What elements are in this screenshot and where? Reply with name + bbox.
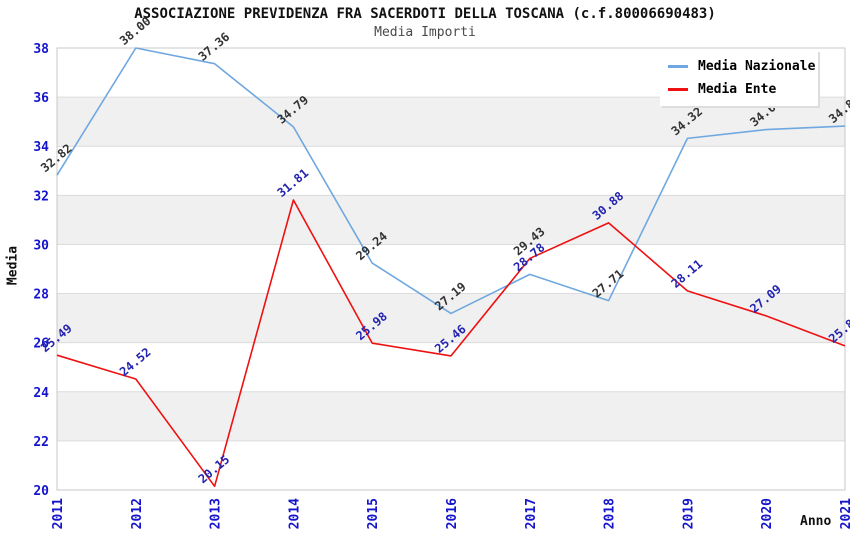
y-axis-title: Media — [5, 245, 21, 286]
x-tick-label: 2021 — [839, 498, 850, 529]
grid-band — [57, 195, 845, 245]
y-tick-label: 36 — [33, 91, 49, 106]
media-nazionale-line-swatch-icon — [668, 65, 688, 68]
x-tick-label: 2015 — [366, 498, 381, 529]
x-tick-label: 2020 — [760, 498, 775, 529]
x-tick-label: 2016 — [445, 498, 460, 529]
media-ente-line-swatch-icon — [668, 88, 688, 91]
chart-subtitle: Media Importi — [374, 25, 476, 40]
y-tick-label: 34 — [33, 140, 49, 155]
legend: Media Nazionale Media Ente — [660, 50, 818, 106]
legend-label-media-ente: Media Ente — [698, 82, 777, 97]
y-tick-label: 32 — [33, 189, 49, 204]
y-tick-label: 30 — [33, 238, 49, 253]
x-tick-label: 2019 — [681, 498, 696, 529]
x-tick-label: 2013 — [209, 498, 224, 529]
line-media-ente — [56, 199, 846, 488]
y-tick-label: 22 — [33, 435, 49, 450]
x-tick-label: 2018 — [603, 498, 618, 529]
grid-band — [57, 440, 845, 490]
legend-item-media-nazionale: Media Nazionale — [668, 55, 818, 78]
y-tick-label: 24 — [33, 386, 49, 401]
y-tick-label: 38 — [33, 42, 49, 57]
line-media-nazionale — [56, 47, 846, 315]
legend-label-media-nazionale: Media Nazionale — [698, 59, 816, 74]
legend-item-media-ente: Media Ente — [668, 78, 818, 101]
grid-band — [57, 391, 845, 441]
grid-band — [57, 293, 845, 343]
x-tick-label: 2011 — [51, 498, 66, 529]
y-tick-label: 20 — [33, 484, 49, 499]
x-axis-title: Anno — [800, 514, 832, 529]
y-tick-label: 26 — [33, 337, 49, 352]
data-label: 38.00 — [117, 14, 154, 48]
grid-band — [57, 244, 845, 294]
y-tick-label: 28 — [33, 288, 49, 303]
chart-title: ASSOCIAZIONE PREVIDENZA FRA SACERDOTI DE… — [134, 6, 716, 22]
plot-frame — [56, 47, 846, 491]
x-tick-label: 2012 — [130, 498, 145, 529]
grid-band — [57, 146, 845, 196]
x-tick-label: 2014 — [287, 498, 302, 529]
grid-band — [57, 342, 845, 392]
x-tick-label: 2017 — [524, 498, 539, 529]
